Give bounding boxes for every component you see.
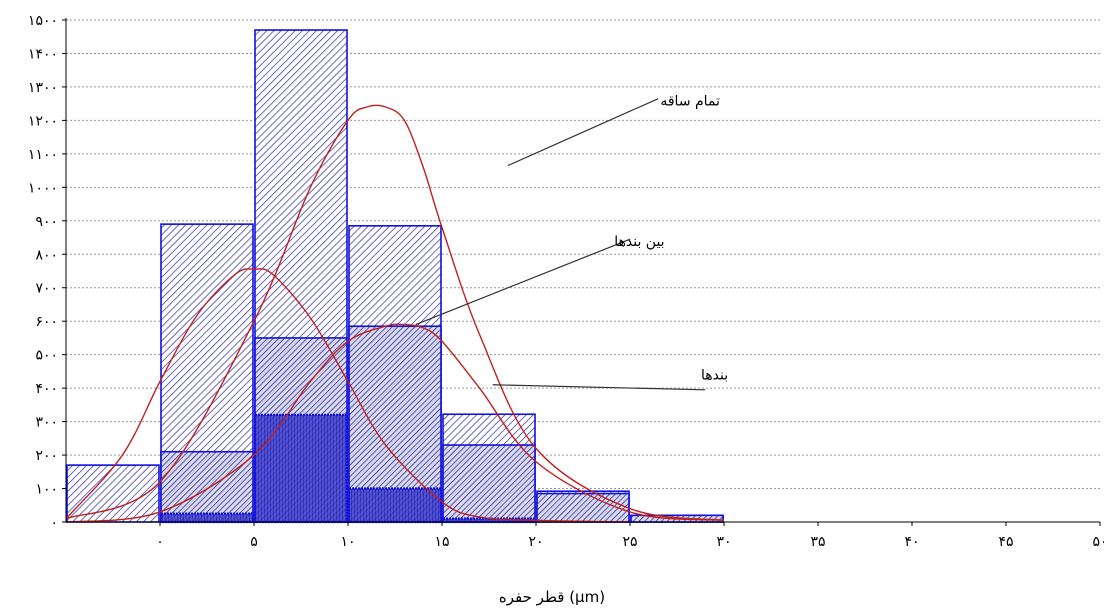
y-tick-label: ۹۰۰ bbox=[35, 214, 58, 230]
y-tick-label: ۱۴۰۰ bbox=[28, 46, 58, 62]
fit-curve-1 bbox=[65, 104, 725, 522]
y-tick-label: ۰ bbox=[50, 515, 58, 531]
x-tick-label: ۵۰ bbox=[1092, 534, 1104, 550]
x-tick-label: ۱۵ bbox=[434, 534, 449, 550]
y-tick-label: ۱۳۰۰ bbox=[28, 80, 58, 96]
y-tick-label: ۴۰۰ bbox=[35, 381, 58, 397]
fit-curves bbox=[65, 104, 725, 523]
bar-3 bbox=[253, 413, 349, 524]
annotation-leader-1 bbox=[507, 98, 659, 167]
annotations: تمام ساقه بین بندها بندها bbox=[415, 93, 728, 391]
bar-2 bbox=[160, 450, 254, 523]
bar-2 bbox=[442, 444, 536, 523]
x-tick-label: ۳۰ bbox=[716, 534, 731, 550]
bars-layer bbox=[66, 29, 724, 524]
x-tick-label: ۵ bbox=[250, 534, 258, 550]
y-tick-label: ۵۰۰ bbox=[35, 348, 58, 364]
annotation-label-3: بندها bbox=[701, 368, 728, 384]
y-tick-label: ۸۰۰ bbox=[35, 247, 58, 263]
y-tick-label: ۱۵۰۰ bbox=[28, 13, 58, 29]
x-tick-label: ۴۰ bbox=[904, 534, 919, 550]
fit-curve-2 bbox=[65, 323, 725, 523]
x-tick-label: ۲۰ bbox=[528, 534, 543, 550]
y-tick-label: ۱۰۰ bbox=[35, 482, 58, 498]
y-tick-label: ۳۰۰ bbox=[35, 415, 58, 431]
annotation-label-2: بین بندها bbox=[614, 234, 664, 250]
bar-3 bbox=[347, 487, 443, 524]
bar-2 bbox=[536, 492, 630, 523]
y-tick-label: ۱۲۰۰ bbox=[28, 113, 58, 129]
x-axis-label: قطر حفره (µm) bbox=[498, 588, 606, 606]
x-tick-label: ۰ bbox=[156, 534, 164, 550]
annotation-leader-2 bbox=[415, 238, 631, 326]
fit-curve-3 bbox=[65, 268, 631, 523]
x-tick-label: ۴۵ bbox=[998, 534, 1013, 550]
y-tick-label: ۶۰۰ bbox=[35, 314, 58, 330]
bar-3 bbox=[159, 512, 255, 524]
x-tick-label: ۳۵ bbox=[810, 534, 825, 550]
annotation-leader-3 bbox=[492, 384, 706, 391]
y-tick-label: ۷۰۰ bbox=[35, 281, 58, 297]
y-tick-label: ۲۰۰ bbox=[35, 448, 58, 464]
y-tick-label: ۱۱۰۰ bbox=[28, 147, 58, 163]
x-tick-label: ۱۰ bbox=[340, 534, 355, 550]
axes: ۰۱۰۰۲۰۰۳۰۰۴۰۰۵۰۰۶۰۰۷۰۰۸۰۰۹۰۰۱۰۰۰۱۱۰۰۱۲۰۰… bbox=[28, 13, 1104, 550]
x-tick-label: ۲۵ bbox=[622, 534, 637, 550]
y-tick-label: ۱۰۰۰ bbox=[28, 180, 58, 196]
annotation-label-1: تمام ساقه bbox=[660, 93, 720, 109]
